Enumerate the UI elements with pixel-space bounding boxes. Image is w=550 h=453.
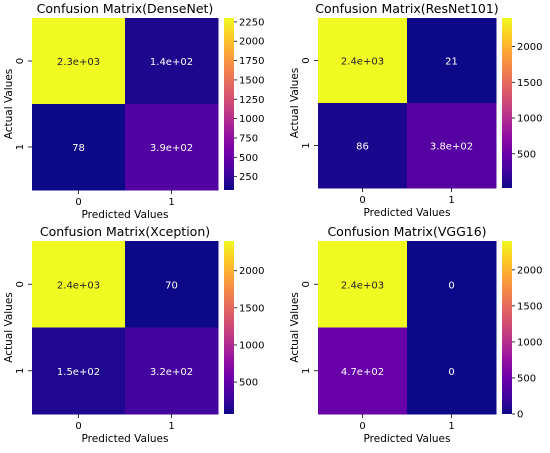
cell-annotation: 2.3e+03 [57,57,100,68]
cell-annotation: 70 [165,280,178,291]
y-tick-label: 1 [301,142,312,148]
chart-title: Confusion Matrix(Xception) [40,224,210,239]
colorbar [502,18,512,188]
colorbar-tick-label: 1500 [517,301,542,312]
heatmap-cell [318,241,408,328]
colorbar-tick-label: 1000 [239,340,264,351]
y-axis-label: Actual Values [289,68,301,139]
heatmap-cell [125,104,219,191]
colorbar-tick-label: 1000 [239,114,264,125]
heatmap-cell [407,18,497,104]
heatmap-cell [32,104,126,191]
chart-title: Confusion Matrix(VGG16) [327,224,486,239]
heatmap-cell [407,327,497,415]
y-axis-label: Actual Values [289,292,301,363]
colorbar-tick-label: 2000 [517,265,542,276]
cell-annotation: 4.7e+02 [341,367,384,378]
y-tick-label: 1 [15,144,26,150]
colorbar-tick-label: 2250 [239,17,264,28]
heatmap-cell [32,18,126,105]
colorbar-tick-label: 250 [239,172,258,183]
colorbar-tick-label: 750 [239,133,258,144]
cell-annotation: 86 [356,142,369,153]
colorbar-tick-label: 1250 [239,95,264,106]
colorbar-tick-label: 0 [517,410,523,421]
heatmap-cell [407,241,497,328]
colorbar-tick-label: 1750 [239,56,264,67]
y-tick-label: 0 [301,281,312,287]
heatmap-cell [125,241,219,328]
colorbar-tick-label: 500 [517,149,536,160]
cell-annotation: 0 [448,367,454,378]
colorbar-tick-label: 1500 [517,78,542,89]
cell-annotation: 3.8e+02 [430,142,473,153]
cell-annotation: 3.9e+02 [150,143,193,154]
cell-annotation: 2.4e+03 [341,280,384,291]
y-tick-label: 0 [15,281,26,287]
colorbar [502,241,512,414]
colorbar [224,241,234,414]
y-tick-label: 1 [301,368,312,374]
x-axis-label: Predicted Values [364,433,451,445]
cell-annotation: 0 [448,280,454,291]
x-axis-label: Predicted Values [364,207,451,219]
chart-title: Confusion Matrix(DenseNet) [37,1,214,16]
y-axis-label: Actual Values [3,69,15,140]
x-tick-label: 1 [168,197,174,208]
x-tick-label: 1 [448,195,454,206]
colorbar-tick-label: 500 [517,373,536,384]
cell-annotation: 3.2e+02 [150,367,193,378]
colorbar-tick-label: 2000 [517,42,542,53]
x-tick-label: 0 [75,197,81,208]
colorbar-tick-label: 1000 [517,114,542,125]
heatmap-cell [318,103,408,189]
cell-annotation: 2.4e+03 [57,280,100,291]
x-tick-label: 0 [359,195,365,206]
heatmap-panel-4: Confusion Matrix(VGG16) 2.4e+03 0 4.7e+02 0 0… [289,224,542,445]
heatmap-panel-3: Confusion Matrix(Xception) 2.4e+03 70 1.5e+… [3,224,264,445]
heatmap-cell [125,327,219,415]
x-axis-label: Predicted Values [82,433,169,445]
colorbar-tick-label: 1500 [239,75,264,86]
cell-annotation: 21 [445,57,458,68]
heatmap-cell [318,327,408,415]
heatmap-panel-1: Confusion Matrix(DenseNet) 2.3e+03 1.4e+02… [3,1,264,221]
heatmap-cell [32,327,126,415]
x-tick-label: 1 [168,421,174,432]
cell-annotation: 2.4e+03 [341,57,384,68]
cell-annotation: 1.4e+02 [150,57,193,68]
y-axis-label: Actual Values [3,292,15,363]
colorbar-tick-label: 2000 [239,266,264,277]
heatmap-cell [318,18,408,104]
x-tick-label: 0 [75,421,81,432]
x-tick-label: 1 [448,421,454,432]
y-tick-label: 0 [301,57,312,63]
x-axis-label: Predicted Values [82,209,169,221]
colorbar-tick-label: 1000 [517,337,542,348]
colorbar-tick-label: 2000 [239,37,264,48]
chart-title: Confusion Matrix(ResNet101) [315,1,498,16]
heatmap-panel-2: Confusion Matrix(ResNet101) 2.4e+03 21 86 3.… [289,1,542,219]
y-tick-label: 0 [15,58,26,64]
colorbar-tick-label: 500 [239,378,258,389]
colorbar [224,18,234,190]
heatmap-cell [407,103,497,189]
heatmap-cell [32,241,126,328]
cell-annotation: 1.5e+02 [57,367,100,378]
colorbar-tick-label: 500 [239,153,258,164]
colorbar-tick-label: 1500 [239,303,264,314]
cell-annotation: 78 [72,143,85,154]
heatmap-cell [125,18,219,105]
x-tick-label: 0 [359,421,365,432]
y-tick-label: 1 [15,368,26,374]
